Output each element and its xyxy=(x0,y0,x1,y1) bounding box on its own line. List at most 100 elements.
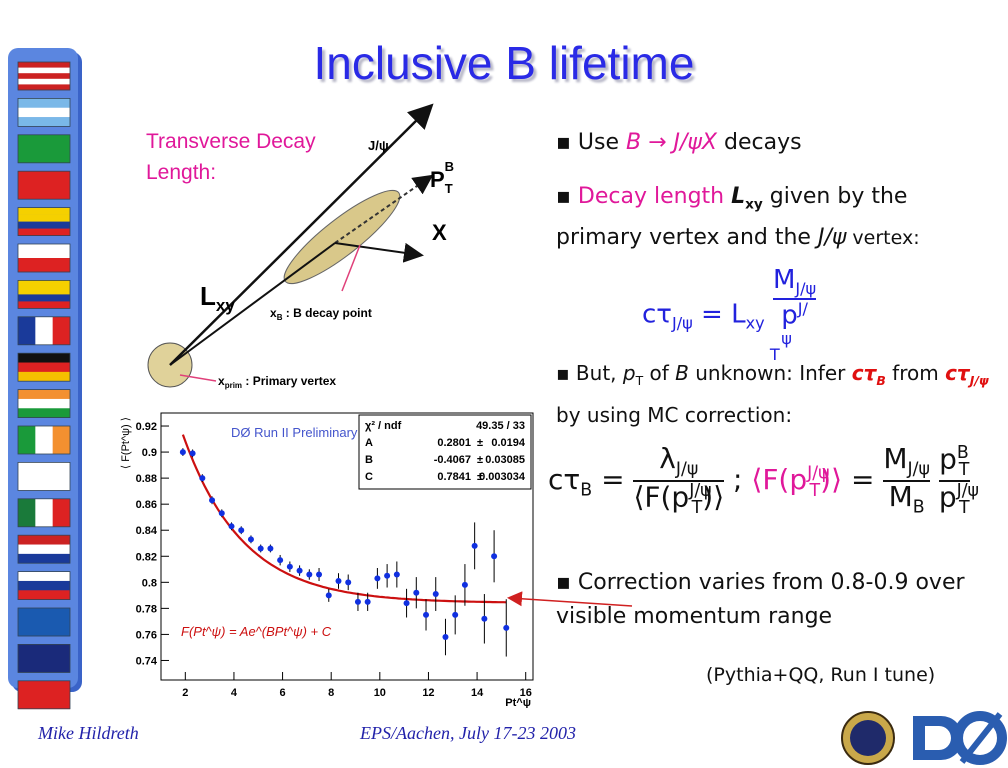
data-point xyxy=(432,591,439,598)
data-point xyxy=(413,589,420,596)
flag xyxy=(18,107,70,118)
stats-name: C xyxy=(365,471,373,483)
symbol: J/ψ xyxy=(781,298,808,349)
label: : Primary vertex xyxy=(242,374,336,388)
flag-border xyxy=(17,243,71,273)
text: by using MC correction: xyxy=(556,403,793,427)
flag xyxy=(18,544,70,555)
stats-value: 49.35 / 33 xyxy=(476,420,525,432)
data-point xyxy=(471,542,478,549)
text: given by the primary vertex and the xyxy=(556,184,908,251)
symbol: ⟨ xyxy=(633,480,645,514)
stats-value: 0.2801 xyxy=(437,437,471,449)
text: L xyxy=(731,184,746,209)
data-point xyxy=(384,572,391,579)
flag xyxy=(18,426,36,454)
flag xyxy=(18,228,70,236)
flag xyxy=(18,98,70,109)
data-point xyxy=(228,523,235,530)
symbol: T xyxy=(691,497,703,518)
pointer xyxy=(179,374,217,382)
text: B xyxy=(876,373,886,388)
flag xyxy=(18,590,70,600)
symbol: J/ψ xyxy=(689,480,712,501)
flag xyxy=(18,535,70,545)
flag xyxy=(52,316,71,345)
symbol: J/ψ xyxy=(675,459,699,480)
flag xyxy=(18,84,70,91)
data-point xyxy=(491,553,498,560)
flag xyxy=(18,207,70,215)
slide-title: Inclusive B lifetime xyxy=(313,37,695,89)
data-point xyxy=(316,571,323,578)
flag xyxy=(18,287,70,295)
data-point xyxy=(335,578,342,585)
stats-value: 0.7841 xyxy=(437,471,471,483)
data-point xyxy=(423,611,430,618)
symbol: λ xyxy=(659,442,676,476)
data-point xyxy=(325,592,332,599)
stats-pm: ± xyxy=(477,437,483,449)
flag xyxy=(18,371,70,382)
y-tick-label: 0.8 xyxy=(142,577,157,589)
flag-border xyxy=(17,389,71,419)
x-axis-label: Pt^ψ xyxy=(505,697,531,708)
text: Decay length xyxy=(577,184,732,209)
label: xy xyxy=(216,296,235,315)
flag xyxy=(18,301,70,309)
flag xyxy=(18,571,70,582)
flag xyxy=(18,408,70,418)
text: cτ xyxy=(945,361,970,385)
pointer xyxy=(341,244,361,292)
x-tick-label: 2 xyxy=(182,687,188,699)
symbol: = xyxy=(701,299,723,330)
text: xy xyxy=(745,196,763,213)
y-tick-label: 0.88 xyxy=(136,473,157,485)
flag xyxy=(18,362,70,373)
data-point xyxy=(209,497,216,504)
label: L xyxy=(200,281,216,311)
label: X xyxy=(432,220,447,245)
symbol: p xyxy=(781,300,798,331)
stats-name: A xyxy=(365,437,373,449)
flag xyxy=(18,316,36,345)
symbol: T xyxy=(769,345,780,365)
label: PTB xyxy=(430,159,454,196)
x-tick-label: 8 xyxy=(328,687,334,699)
d0-logo xyxy=(959,712,1003,764)
flag xyxy=(18,462,70,491)
data-point xyxy=(374,575,381,582)
formula: cτJ/ψ = Lxy MJ/ψ pJ/ψT xyxy=(642,266,817,365)
symbol: B xyxy=(912,497,925,518)
data-point xyxy=(247,536,254,543)
pointer-arrow xyxy=(507,591,633,607)
flag xyxy=(18,67,70,74)
y-tick-label: 0.92 xyxy=(136,421,157,433)
lxy-line xyxy=(169,242,336,366)
flag xyxy=(18,580,70,591)
text: B → J/ψX xyxy=(626,130,717,155)
stats-pm: ± xyxy=(477,454,483,466)
bullet: ▪ Decay length Lxy given by the primary … xyxy=(556,184,920,251)
text: p xyxy=(622,361,636,385)
symbol: = xyxy=(601,463,625,497)
text: But, xyxy=(575,361,623,385)
decay-diagram: J/ψ PTB X Lxy xB : B decay point xprim :… xyxy=(147,103,454,390)
flag-border xyxy=(17,571,71,600)
flag xyxy=(52,498,71,527)
symbol: ⟩ xyxy=(831,463,843,497)
university-seal xyxy=(850,720,886,756)
text: from xyxy=(885,361,946,385)
flag-border xyxy=(17,98,71,127)
label: xB : B decay point xyxy=(270,306,372,322)
flag xyxy=(18,171,70,200)
flag xyxy=(18,78,70,85)
y-tick-label: 0.84 xyxy=(136,525,158,537)
flag xyxy=(18,389,70,400)
data-point xyxy=(403,600,410,607)
flag-border xyxy=(17,644,71,673)
label: : B decay point xyxy=(282,306,371,320)
flag xyxy=(18,680,70,710)
text: of xyxy=(643,361,676,385)
